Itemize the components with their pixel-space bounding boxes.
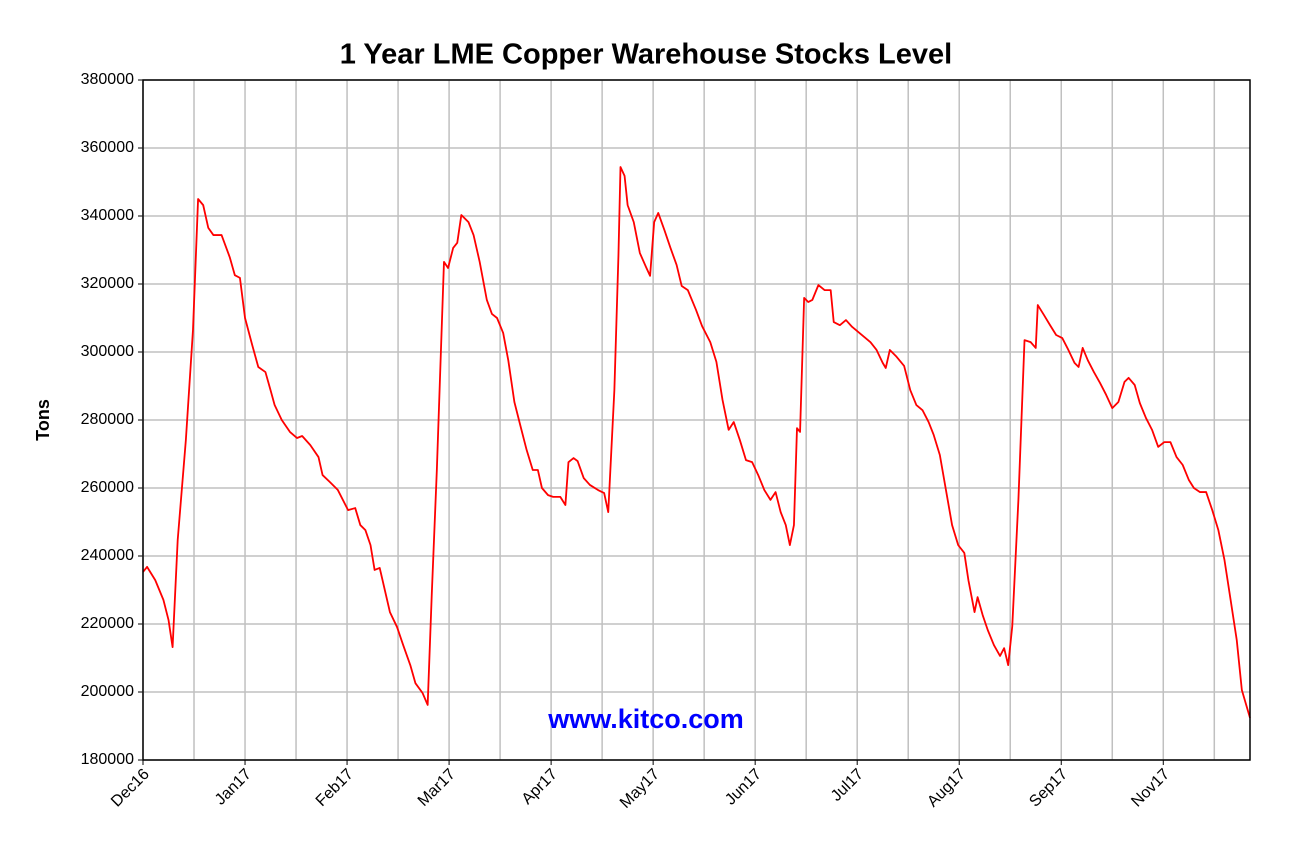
y-tick-label: 220000 bbox=[81, 615, 134, 632]
chart-title: 1 Year LME Copper Warehouse Stocks Level bbox=[340, 39, 952, 71]
x-tick-label: May17 bbox=[617, 766, 663, 812]
y-tick-label: 200000 bbox=[81, 683, 134, 700]
x-tick-label: Feb17 bbox=[313, 766, 357, 810]
x-tick-label: Apr17 bbox=[519, 766, 561, 808]
x-tick-label: Jun17 bbox=[722, 766, 765, 809]
y-tick-label: 320000 bbox=[81, 275, 134, 292]
x-tick-label: Jan17 bbox=[212, 766, 255, 809]
y-axis-label: Tons bbox=[33, 399, 53, 441]
x-tick-label: Aug17 bbox=[924, 766, 969, 811]
x-tick-label: Sep17 bbox=[1026, 766, 1071, 811]
watermark: www.kitco.com bbox=[547, 704, 744, 734]
y-tick-label: 280000 bbox=[81, 411, 134, 428]
y-tick-label: 340000 bbox=[81, 207, 134, 224]
y-tick-label: 300000 bbox=[81, 343, 134, 360]
y-tick-label: 260000 bbox=[81, 479, 134, 496]
y-tick-label: 240000 bbox=[81, 547, 134, 564]
y-tick-label: 380000 bbox=[81, 71, 134, 88]
data-line bbox=[142, 166, 1251, 719]
x-tick-label: Jul17 bbox=[828, 766, 867, 805]
y-tick-label: 360000 bbox=[81, 139, 134, 156]
x-tick-label: Dec16 bbox=[108, 766, 153, 811]
x-tick-label: Nov17 bbox=[1128, 766, 1173, 811]
x-tick-label: Mar17 bbox=[415, 766, 459, 810]
y-tick-label: 180000 bbox=[81, 751, 134, 768]
plot-border bbox=[142, 79, 1251, 761]
